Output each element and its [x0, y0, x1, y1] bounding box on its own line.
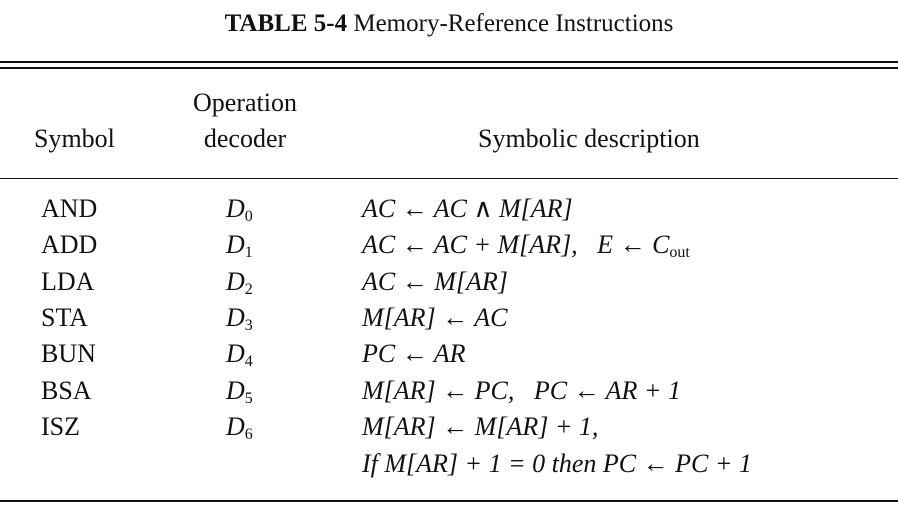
table-row: BUN D4 PC ← AR — [0, 336, 898, 372]
row-description: AC ← M[AR] — [362, 267, 508, 296]
top-rule-1 — [0, 61, 898, 63]
row-decoder: D1 — [226, 230, 253, 261]
row-decoder: D2 — [226, 267, 253, 298]
row-description: M[AR] ← M[AR] + 1, — [362, 412, 599, 441]
row-description: M[AR] ← AC — [362, 303, 508, 332]
table-row: BSA D5 M[AR] ← PC, PC ← AR + 1 — [0, 373, 898, 409]
table-row: STA D3 M[AR] ← AC — [0, 300, 898, 336]
row-description-line2: If M[AR] + 1 = 0 then PC ← PC + 1 — [362, 449, 752, 478]
row-symbol: BUN — [41, 339, 96, 368]
row-description: AC ← AC ∧ M[AR] — [362, 194, 573, 223]
table-caption: TABLE 5-4 Memory-Reference Instructions — [0, 10, 898, 38]
header-operation-line2: decoder — [203, 124, 287, 153]
header-symbol: Symbol — [34, 124, 115, 153]
bottom-rule — [0, 500, 898, 502]
top-rule-2 — [0, 67, 898, 69]
header-operation-line1: Operation — [193, 88, 297, 117]
table-row: AND D0 AC ← AC ∧ M[AR] — [0, 191, 898, 227]
header-description: Symbolic description — [478, 124, 700, 153]
row-decoder: D5 — [226, 376, 253, 407]
row-decoder: D0 — [226, 194, 253, 225]
header-rule — [0, 178, 898, 179]
row-symbol: ADD — [41, 230, 98, 259]
row-symbol: STA — [41, 303, 89, 332]
row-decoder: D6 — [226, 412, 253, 443]
row-decoder: D4 — [226, 339, 253, 370]
table-row-continuation: If M[AR] + 1 = 0 then PC ← PC + 1 — [0, 446, 898, 482]
row-symbol: ISZ — [41, 412, 80, 441]
table-row: LDA D2 AC ← M[AR] — [0, 264, 898, 300]
row-description: PC ← AR — [362, 339, 466, 368]
row-decoder: D3 — [226, 303, 253, 334]
header-operation-decoder: Operation decoder — [175, 85, 315, 157]
table-number: TABLE 5-4 — [224, 10, 348, 37]
table-row: ISZ D6 M[AR] ← M[AR] + 1, — [0, 409, 898, 445]
table-row: ADD D1 AC ← AC + M[AR], E ← Cout — [0, 227, 898, 263]
row-symbol: LDA — [41, 267, 95, 296]
row-symbol: BSA — [41, 376, 92, 405]
row-description: M[AR] ← PC, PC ← AR + 1 — [362, 376, 681, 405]
row-description: AC ← AC + M[AR], E ← Cout — [362, 230, 690, 261]
table-title: Memory-Reference Instructions — [353, 10, 674, 37]
row-symbol: AND — [41, 194, 98, 223]
